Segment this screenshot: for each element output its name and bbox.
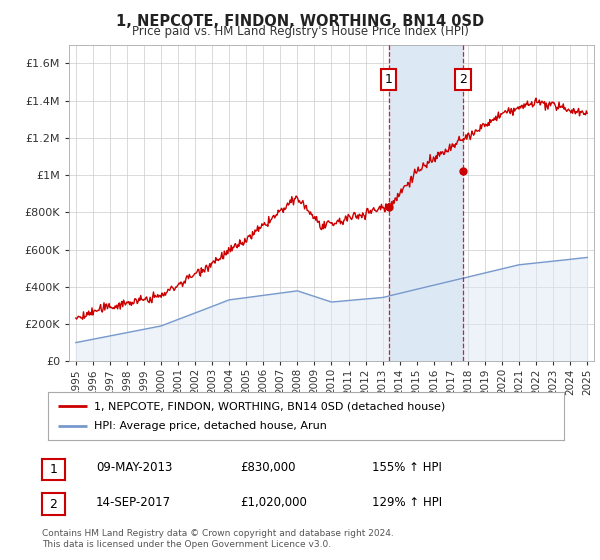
Text: 1: 1 [385,73,393,86]
Text: 2: 2 [459,73,467,86]
Text: 14-SEP-2017: 14-SEP-2017 [96,496,171,509]
Text: 09-MAY-2013: 09-MAY-2013 [96,461,172,474]
Bar [389,45,463,361]
Text: 1: 1 [49,463,58,476]
Text: 1, NEPCOTE, FINDON, WORTHING, BN14 0SD: 1, NEPCOTE, FINDON, WORTHING, BN14 0SD [116,14,484,29]
Text: £830,000: £830,000 [240,461,296,474]
Text: HPI: Average price, detached house, Arun: HPI: Average price, detached house, Arun [94,421,328,431]
Text: £1,020,000: £1,020,000 [240,496,307,509]
Text: 155% ↑ HPI: 155% ↑ HPI [372,461,442,474]
Text: Price paid vs. HM Land Registry's House Price Index (HPI): Price paid vs. HM Land Registry's House … [131,25,469,38]
Text: 2: 2 [49,497,58,511]
Text: 129% ↑ HPI: 129% ↑ HPI [372,496,442,509]
Text: Contains HM Land Registry data © Crown copyright and database right 2024.
This d: Contains HM Land Registry data © Crown c… [42,529,394,549]
Text: 1, NEPCOTE, FINDON, WORTHING, BN14 0SD (detached house): 1, NEPCOTE, FINDON, WORTHING, BN14 0SD (… [94,402,446,411]
